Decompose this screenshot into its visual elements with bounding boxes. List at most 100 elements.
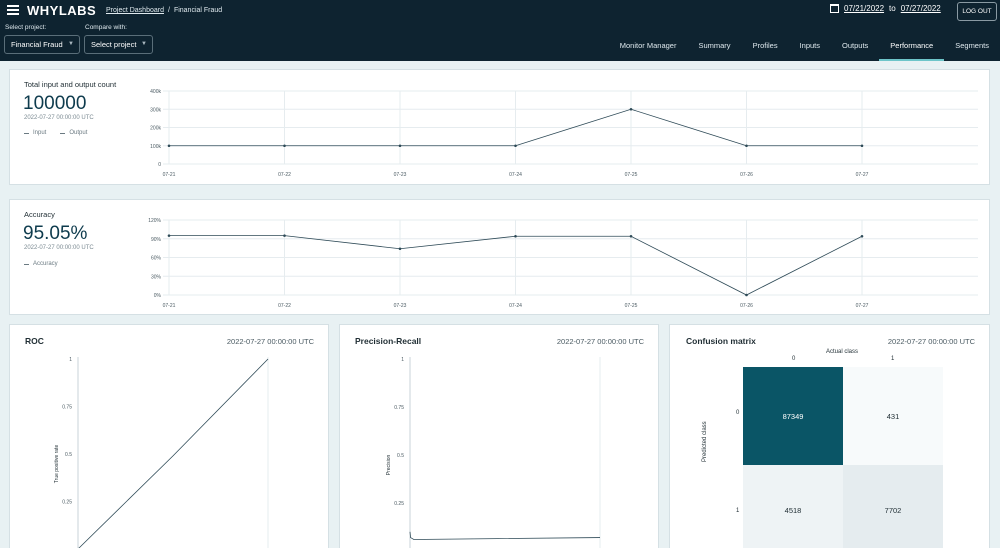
tab-monitor-manager[interactable]: Monitor Manager [619,41,677,50]
count-x-tick-label: 07-27 [856,172,869,178]
tab-summary[interactable]: Summary [698,41,731,50]
accuracy-data-point [398,247,402,251]
breadcrumb-dashboard-link[interactable]: Project Dashboard [106,7,164,14]
pr-curve [409,531,601,540]
date-range-picker[interactable]: 07/21/2022 to 07/27/2022 [830,4,941,13]
cell-value: 431 [886,411,900,421]
count-title: Total input and output count [24,80,117,89]
accuracy-data-point [283,234,286,237]
chevron-down-icon: ▼ [68,41,74,47]
tab-segments[interactable]: Segments [955,41,989,50]
roc-y-axis-label: True positive rate [54,445,60,484]
count-timestamp: 2022-07-27 00:00:00 UTC [24,115,94,121]
accuracy-y-tick-label: 90% [151,237,162,243]
count-data-point [167,144,171,148]
count-x-tick-label: 07-21 [163,172,176,178]
pr-y-tick-label: 0.75 [394,405,404,411]
compare-project-value: Select project [91,40,137,49]
count-line-chart: 400k 300k 200k 100k 007-21 07-22 07-23 07-24 07-… [150,89,978,178]
tab-performance[interactable]: Performance [879,33,945,61]
accuracy-x-tick-label: 07-25 [625,303,638,309]
count-value: 100000 [23,93,87,114]
select-project-dropdown[interactable]: Financial Fraud ▼ [4,35,80,54]
count-x-tick-label: 07-25 [625,172,638,178]
roc-y-tick-label: 1 [69,357,72,363]
actual-class-label: Actual class [826,349,859,355]
count-legend: Input Output [24,130,87,136]
breadcrumb: Project Dashboard / Financial Fraud [106,7,222,14]
date-to[interactable]: 07/27/2022 [900,4,941,13]
calendar-icon[interactable] [830,4,839,13]
pr-timestamp: 2022-07-27 00:00:00 UTC [556,337,644,346]
select-project-value: Financial Fraud [11,40,63,49]
accuracy-data-point [629,234,633,238]
col-label-0: 0 [792,356,796,362]
accuracy-y-tick-label: 0% [154,293,162,299]
accuracy-data-point [860,234,864,238]
logo[interactable]: WHYLABS [27,3,97,18]
count-x-tick-label: 07-22 [278,172,291,178]
pr-y-tick-label: 0.25 [394,501,404,507]
legend-accuracy[interactable]: Accuracy [33,261,58,267]
row-label-1: 1 [736,508,740,514]
count-y-tick-label: 400k [150,89,161,95]
count-data-point [283,144,286,148]
count-data-point [514,144,517,148]
accuracy-line-chart: 120% 90% 60% 30% 0%07-21 07-22 07-23 07-24 07-25… [148,218,978,309]
date-to-word: to [889,4,896,13]
breadcrumb-current: Financial Fraud [173,7,223,14]
count-data-point [745,144,748,148]
cell-value: 7702 [884,505,902,515]
accuracy-legend: Accuracy [24,261,58,267]
accuracy-y-tick-label: 60% [151,256,162,262]
count-data-point [629,107,633,111]
count-data-point [860,144,864,148]
tab-inputs[interactable]: Inputs [799,41,821,50]
pr-y-tick-label: 1 [401,357,404,363]
compare-label: Compare with: [85,24,127,31]
count-x-tick-label: 07-24 [509,172,522,178]
confusion-cell-0-0[interactable]: 87349 [743,367,843,465]
legend-input[interactable]: Input [33,130,47,136]
accuracy-panel: Accuracy 95.05% 2022-07-27 00:00:00 UTC … [9,199,990,315]
roc-timestamp: 2022-07-27 00:00:00 UTC [226,337,314,346]
menu-icon[interactable] [7,5,19,15]
logout-button[interactable]: LOG OUT [957,2,997,21]
accuracy-data-point [514,234,517,238]
predicted-class-label: Predicted class [702,421,708,462]
accuracy-timestamp: 2022-07-27 00:00:00 UTC [24,245,94,251]
accuracy-title: Accuracy [24,210,55,219]
count-y-tick-label: 200k [150,126,161,132]
roc-y-tick-label: 0.25 [62,500,72,506]
chevron-down-icon: ▼ [141,41,147,47]
roc-curve [78,358,269,548]
count-panel: Total input and output count 100000 2022… [9,69,990,185]
confusion-cell-1-1[interactable]: 7702 [843,465,943,548]
precision-recall-card: Precision-Recall 2022-07-27 00:00:00 UTC… [339,324,659,548]
count-y-tick-label: 0 [158,162,161,168]
tab-profiles[interactable]: Profiles [752,41,778,50]
count-x-tick-label: 07-23 [394,172,407,178]
legend-output[interactable]: Output [69,130,88,136]
select-project-label: Select project: [5,24,47,31]
roc-card: ROC 2022-07-27 00:00:00 UTC 1 0.75 0.5 0.25… [9,324,329,548]
count-y-tick-label: 300k [150,107,161,113]
confusion-cell-0-1[interactable]: 431 [843,367,943,465]
roc-curve-chart: 1 0.75 0.5 0.25 True positive rate [54,357,269,548]
row-label-0: 0 [736,410,740,416]
count-x-tick-label: 07-26 [740,172,753,178]
confusion-title: Confusion matrix [686,336,756,346]
accuracy-data-point [167,234,171,237]
date-from[interactable]: 07/21/2022 [844,4,885,13]
precision-recall-chart: 1 0.75 0.5 0.25 Precision [386,357,601,548]
compare-project-dropdown[interactable]: Select project ▼ [84,35,153,54]
col-label-1: 1 [891,356,895,362]
pr-title: Precision-Recall [355,336,422,346]
accuracy-x-tick-label: 07-26 [740,303,753,309]
confusion-cell-1-0[interactable]: 4518 [743,465,843,548]
pr-y-tick-label: 0.5 [397,453,404,459]
count-y-tick-label: 100k [150,144,161,150]
tab-outputs[interactable]: Outputs [842,41,869,50]
accuracy-data-point [745,293,748,297]
confusion-matrix-card: Confusion matrix 2022-07-27 00:00:00 UTC… [669,324,990,548]
